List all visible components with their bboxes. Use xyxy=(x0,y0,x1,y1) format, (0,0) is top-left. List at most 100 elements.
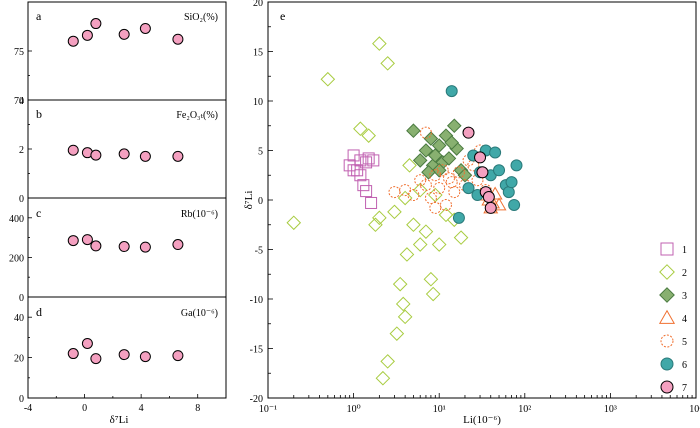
panel-b-point xyxy=(172,150,184,162)
panel-b-point xyxy=(118,148,130,160)
panel-e-x-axis-label: Li(10⁻⁶) xyxy=(463,414,501,426)
legend-marker-3 xyxy=(659,287,675,303)
series-6-point xyxy=(445,85,458,98)
panel-a-y-tick-label: 70 xyxy=(14,96,24,107)
series-6-point xyxy=(462,182,475,195)
series-2-point xyxy=(427,187,443,203)
left-x-tick-label: 0 xyxy=(82,403,87,414)
panel-d-letter: d xyxy=(36,305,42,319)
series-2-point xyxy=(406,217,421,233)
panel-d-point xyxy=(81,337,93,349)
legend-label-6: 6 xyxy=(682,360,687,371)
legend-marker-7 xyxy=(660,380,674,394)
panel-b-y-tick-label: 0 xyxy=(19,194,24,205)
series-2-point xyxy=(425,286,441,302)
series-2-point xyxy=(372,210,387,226)
panel-c-y-tick-label: 0 xyxy=(19,293,24,304)
series-5-point xyxy=(448,186,461,199)
panel-d-variable-label: Ga(10⁻⁶) xyxy=(181,308,218,319)
panel-c-point xyxy=(172,239,184,251)
series-6-point xyxy=(502,186,515,199)
series-3-point xyxy=(431,138,447,153)
series-4-point xyxy=(491,197,507,211)
series-5-point xyxy=(452,166,465,179)
panel-e-y-tick-label: 15 xyxy=(253,48,263,59)
panel-b-y-tick-label: 2 xyxy=(19,145,24,156)
series-5-point xyxy=(445,176,458,189)
series-2-point xyxy=(380,56,395,71)
panel-a-point xyxy=(139,22,151,34)
panel-c-variable-label: Rb(10⁻⁶) xyxy=(181,209,218,220)
panel-e-letter: e xyxy=(280,9,285,23)
panel-e-y-tick-label: -10 xyxy=(250,295,263,306)
panel-e-y-tick-label: 0 xyxy=(258,196,263,207)
legend-marker-5 xyxy=(660,334,674,348)
series-5-point xyxy=(429,201,442,214)
panel-c-y-tick-label: 200 xyxy=(9,253,24,264)
series-2-point xyxy=(375,370,391,386)
series-5-point xyxy=(419,179,432,192)
series-3-point xyxy=(444,135,460,150)
panel-b-variable-label: Fe₂O₃ₜ(%) xyxy=(176,110,218,121)
panel-c-letter: c xyxy=(36,206,41,220)
series-2-point xyxy=(361,128,376,143)
panel-d-point xyxy=(172,350,184,362)
series-2-point xyxy=(431,237,447,252)
series-2-point xyxy=(418,224,434,239)
series-6-point xyxy=(493,164,506,177)
series-2-point xyxy=(438,207,454,223)
panel-a-point xyxy=(172,33,184,45)
panel-c-point xyxy=(90,240,102,252)
left-x-tick-label: -4 xyxy=(24,403,32,414)
series-5-point xyxy=(388,186,401,199)
panel-d-y-tick-label: 20 xyxy=(14,354,24,365)
legend-label-3: 3 xyxy=(682,291,687,302)
panel-e-x-tick-label: 10⁻¹ xyxy=(259,404,277,415)
panel-e-x-tick-label: 10¹ xyxy=(433,404,446,415)
series-3-point xyxy=(418,143,434,158)
panel-b-letter: b xyxy=(36,107,42,121)
panel-d-point xyxy=(67,348,79,360)
series-3-point xyxy=(431,162,447,178)
panel-c-point xyxy=(118,241,130,253)
series-5-point xyxy=(414,174,427,187)
panel-b-point xyxy=(67,144,79,156)
panel-e-x-tick-label: 10³ xyxy=(604,404,617,415)
series-7-point xyxy=(476,166,489,179)
panel-e-y-tick-label: -5 xyxy=(255,246,263,257)
series-3-point xyxy=(423,131,439,146)
series-1-point xyxy=(360,156,373,169)
series-2-point xyxy=(399,247,415,262)
panel-d-point xyxy=(139,351,151,363)
legend-marker-2 xyxy=(659,264,675,280)
series-5-point xyxy=(407,189,420,202)
series-2-point xyxy=(412,237,428,252)
panel-c-y-tick-label: 400 xyxy=(9,214,24,225)
series-6-point xyxy=(505,176,518,189)
series-3-point xyxy=(406,123,421,139)
series-2-point xyxy=(392,276,408,292)
series-2-point xyxy=(402,158,417,173)
legend-label-7: 7 xyxy=(682,383,687,394)
series-2-point xyxy=(368,217,383,233)
panel-d-point xyxy=(90,353,102,365)
series-2-point xyxy=(380,354,395,369)
series-3-point xyxy=(441,151,457,166)
series-7-point xyxy=(462,126,475,139)
panel-a-point xyxy=(67,35,79,47)
series-6-point xyxy=(510,159,523,172)
series-2-point xyxy=(387,204,402,220)
panel-b-point xyxy=(139,150,151,162)
legend-label-5: 5 xyxy=(682,337,687,348)
series-1-point xyxy=(367,154,380,167)
legend-label-2: 2 xyxy=(682,268,687,279)
series-2-point xyxy=(389,326,405,341)
series-2-point xyxy=(453,230,469,245)
series-5-point xyxy=(419,126,432,139)
series-2-point xyxy=(395,296,411,312)
panel-e-x-tick-label: 10⁴ xyxy=(689,404,700,415)
panel-e-y-tick-label: 5 xyxy=(258,147,263,158)
series-5-point xyxy=(439,198,452,211)
